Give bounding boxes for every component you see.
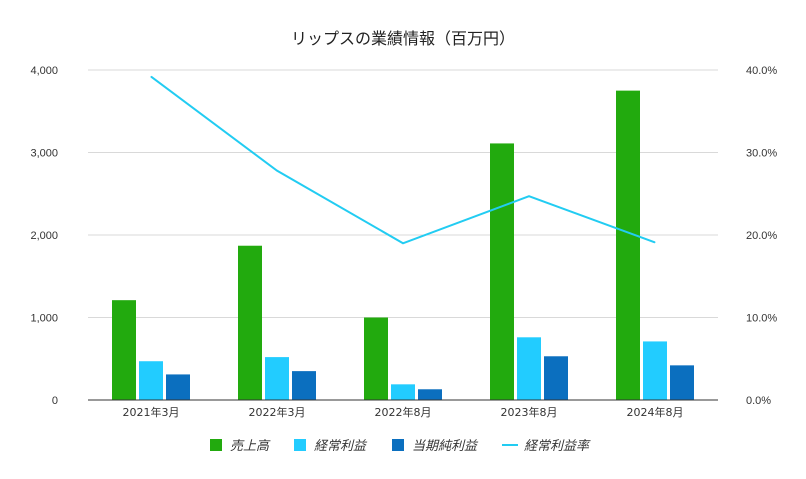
y-right-tick-label: 0.0% — [746, 395, 771, 407]
legend-swatch — [294, 439, 306, 451]
chart-title: リップスの業績情報（百万円） — [291, 29, 515, 48]
y-left-tick-label: 1,000 — [30, 313, 58, 325]
bar — [544, 356, 568, 400]
bar — [670, 365, 694, 400]
line-point — [528, 195, 530, 197]
legend-item: 売上高 — [210, 439, 271, 454]
line-series-path — [150, 75, 656, 245]
line-point — [654, 241, 656, 243]
legend-label: 経常利益率 — [524, 438, 591, 454]
y-right-tick-label: 20.0% — [746, 230, 777, 242]
bar — [238, 245, 262, 400]
y-right-tick-label: 40.0% — [746, 65, 777, 77]
legend-label: 売上高 — [230, 439, 271, 454]
bar — [112, 300, 136, 400]
x-tick-label: 2024年8月 — [627, 405, 684, 419]
line-point — [402, 242, 404, 244]
legend-label: 当期純利益 — [412, 439, 479, 454]
bar — [166, 374, 190, 400]
line-point — [276, 170, 278, 172]
y-left-tick-label: 2,000 — [30, 230, 58, 242]
y-left-tick-label: 0 — [52, 395, 58, 407]
y-right-tick-label: 10.0% — [746, 313, 777, 325]
line-point — [150, 76, 152, 78]
bar — [616, 90, 640, 400]
y-right-tick-label: 30.0% — [746, 148, 777, 160]
x-tick-label: 2022年8月 — [375, 405, 432, 419]
x-tick-label: 2021年3月 — [123, 405, 180, 419]
bar — [517, 337, 541, 400]
bar — [292, 371, 316, 400]
y-left-tick-label: 4,000 — [30, 65, 58, 77]
bar — [643, 341, 667, 400]
axes: 0 1,000 2,000 3,000 4,000 0.0% 10.0% 20.0% 30.0%… — [30, 65, 777, 419]
gridlines — [88, 69, 718, 318]
bar — [418, 389, 442, 400]
bar — [139, 361, 163, 400]
x-tick-label: 2022年3月 — [249, 405, 306, 419]
legend-item: 経常利益 — [294, 439, 368, 454]
line-series — [150, 75, 656, 245]
bar — [391, 384, 415, 400]
bar — [364, 317, 388, 400]
legend-swatch — [392, 439, 404, 451]
legend-label: 経常利益 — [314, 439, 368, 454]
x-tick-label: 2023年8月 — [501, 405, 558, 419]
legend: 売上高 経常利益 当期純利益 経常利益率 — [210, 438, 591, 454]
legend-swatch — [210, 439, 222, 451]
bars — [112, 90, 694, 401]
y-left-tick-label: 3,000 — [30, 148, 58, 160]
bar — [490, 143, 514, 401]
bar — [265, 357, 289, 400]
legend-item: 経常利益率 — [502, 438, 591, 454]
legend-item: 当期純利益 — [392, 439, 479, 454]
